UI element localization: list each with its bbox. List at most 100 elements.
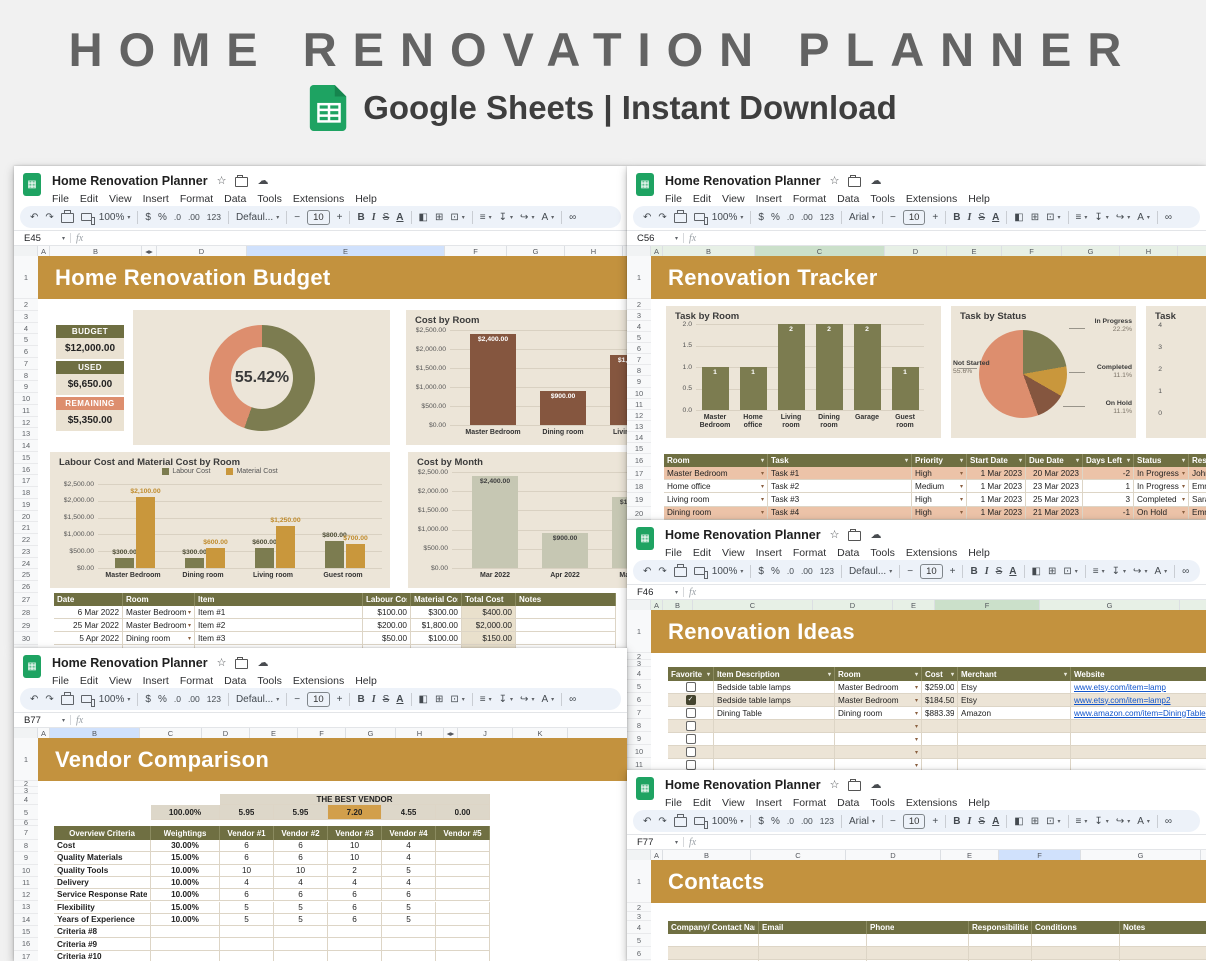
table-cell[interactable]	[54, 645, 123, 648]
menu-item-extensions[interactable]: Extensions	[905, 193, 958, 205]
table-cell[interactable]: On Hold ▾	[1134, 506, 1189, 520]
row-number[interactable]: 4	[14, 794, 38, 805]
table-cell[interactable]: Criteria #10	[54, 950, 151, 961]
table-cell[interactable]	[958, 746, 1071, 759]
column-header-G[interactable]: G	[1040, 600, 1180, 612]
name-box[interactable]: F77	[637, 836, 654, 848]
vertical-align-icon[interactable]: ↧ ▾	[1094, 211, 1109, 223]
font-size-input[interactable]: 10	[902, 813, 926, 829]
table-cell[interactable]: 5	[382, 913, 436, 927]
move-folder-icon[interactable]	[848, 779, 862, 791]
bold-icon[interactable]: B	[953, 815, 961, 827]
redo-icon[interactable]: ↷	[45, 693, 54, 705]
text-wrap-icon[interactable]: ↪ ▾	[1133, 565, 1148, 577]
print-icon[interactable]	[673, 210, 687, 223]
row-number[interactable]: 14	[14, 440, 38, 452]
table-cell[interactable]: ▾	[835, 759, 922, 770]
cell-dropdown-caret[interactable]: ▾	[760, 470, 764, 477]
cell-dropdown-caret[interactable]: ▾	[1181, 483, 1185, 490]
table-cell[interactable]	[436, 913, 490, 927]
column-header-A[interactable]: A	[651, 850, 663, 862]
row-number[interactable]: 1	[627, 256, 651, 299]
filter-icon[interactable]: ▾	[760, 458, 764, 464]
text-wrap-icon[interactable]: ↪ ▾	[1115, 815, 1131, 827]
insert-link-icon[interactable]: ∞	[1164, 211, 1173, 223]
menu-item-help[interactable]: Help	[355, 675, 377, 687]
table-cell[interactable]: 5	[274, 901, 328, 914]
borders-icon[interactable]: ⊞	[434, 693, 444, 705]
table-cell[interactable]	[436, 950, 490, 961]
table-cell[interactable]: $300.00	[411, 606, 462, 619]
table-cell[interactable]	[668, 947, 759, 960]
bold-icon[interactable]: B	[357, 693, 365, 705]
font-size-input[interactable]: 10	[920, 563, 943, 579]
vendor-score-0[interactable]: 100.00%	[151, 805, 220, 820]
text-color-icon[interactable]: A	[396, 693, 404, 705]
row-number[interactable]: 13	[627, 421, 651, 432]
menu-item-tools[interactable]: Tools	[870, 547, 895, 559]
table-cell[interactable]	[436, 901, 490, 914]
zoom-select[interactable]: 100% ▾	[711, 211, 744, 223]
table-cell[interactable]	[151, 926, 220, 939]
column-header-D[interactable]: D	[885, 246, 947, 258]
row-number[interactable]: 1	[14, 256, 38, 299]
format-currency-icon[interactable]: $	[145, 211, 151, 223]
row-number[interactable]: 15	[14, 452, 38, 464]
table-cell[interactable]	[1032, 947, 1120, 960]
table-cell[interactable]: 1	[1083, 480, 1134, 494]
table-cell[interactable]: $200.00	[363, 619, 411, 632]
merge-cells-icon[interactable]: ⊡ ▾	[450, 211, 465, 223]
redo-icon[interactable]: ↷	[658, 815, 667, 827]
menu-item-insert[interactable]: Insert	[142, 193, 169, 205]
corner-cell[interactable]	[627, 246, 651, 258]
row-number[interactable]: 2	[627, 299, 651, 311]
table-cell[interactable]: $1,800.00	[411, 619, 462, 632]
table-cell[interactable]: 6	[274, 840, 328, 853]
table-cell[interactable]	[123, 645, 195, 648]
table-cell[interactable]: 30.00%	[151, 840, 220, 853]
text-rotation-icon[interactable]: A ▾	[541, 211, 555, 223]
format-percent-icon[interactable]: %	[770, 211, 780, 223]
table-cell[interactable]	[363, 645, 411, 648]
tracker-header-2[interactable]: Priority ▾	[912, 454, 967, 467]
row-number[interactable]: 11	[14, 405, 38, 417]
menu-item-data[interactable]: Data	[837, 547, 860, 559]
table-cell[interactable]: High ▾	[912, 467, 967, 481]
format-percent-icon[interactable]: %	[770, 815, 780, 827]
decrease-decimal-icon[interactable]: .0	[173, 212, 181, 222]
table-cell[interactable]: 6	[220, 852, 274, 865]
row-number[interactable]: 2	[627, 653, 651, 660]
table-cell[interactable]: 6	[382, 889, 436, 902]
table-cell[interactable]: 10	[328, 840, 382, 853]
table-cell[interactable]	[714, 733, 835, 746]
table-cell[interactable]	[516, 619, 616, 632]
cell-dropdown-caret[interactable]: ▾	[959, 483, 963, 490]
favorite-cell[interactable]	[668, 733, 714, 746]
column-header-D[interactable]: D	[846, 850, 941, 862]
row-number[interactable]: 5	[14, 334, 38, 346]
table-cell[interactable]: www.etsy.com/item=lamp	[1071, 681, 1206, 694]
column-header-C[interactable]: C	[751, 850, 846, 862]
bold-icon[interactable]: B	[357, 211, 365, 223]
column-header-G[interactable]: G	[1081, 850, 1201, 862]
text-color-icon[interactable]: A	[396, 211, 404, 223]
print-icon[interactable]	[673, 564, 687, 577]
merge-cells-icon[interactable]: ⊡ ▾	[1046, 211, 1061, 223]
row-number[interactable]: 16	[627, 454, 651, 468]
menu-item-help[interactable]: Help	[968, 797, 990, 809]
vendor-header-1[interactable]: Weightings	[151, 826, 220, 840]
menu-item-format[interactable]: Format	[792, 193, 827, 205]
text-color-icon[interactable]: A	[992, 211, 1000, 223]
table-cell[interactable]	[462, 645, 516, 648]
tracker-header-7[interactable]: Respon▾	[1189, 454, 1206, 467]
column-header-E[interactable]: E	[947, 246, 1002, 258]
ideas-header-4[interactable]: Merchant ▾	[958, 667, 1071, 681]
move-folder-icon[interactable]	[235, 657, 249, 669]
column-header-B[interactable]: B	[663, 246, 755, 258]
table-cell[interactable]: $400.00	[462, 606, 516, 619]
table-cell[interactable]	[1071, 746, 1206, 759]
increase-font-icon[interactable]: +	[336, 211, 343, 223]
table-cell[interactable]: ▾	[835, 720, 922, 733]
cell-dropdown-caret[interactable]: ▾	[914, 697, 918, 704]
row-number[interactable]: 17	[14, 951, 38, 961]
